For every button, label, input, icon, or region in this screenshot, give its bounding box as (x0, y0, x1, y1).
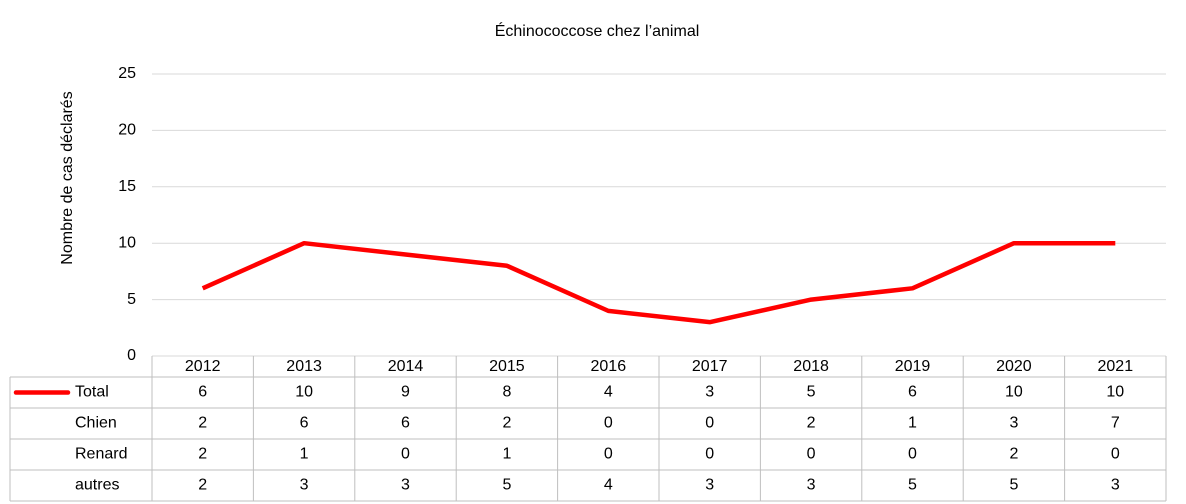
table-cell: 1 (908, 415, 917, 432)
table-cell: 2 (198, 415, 207, 432)
table-cell: 0 (705, 446, 714, 463)
table-cell: 6 (908, 384, 917, 401)
table-cell: 1 (502, 446, 511, 463)
table-cell: 3 (1111, 477, 1120, 494)
table-cell: 3 (807, 477, 816, 494)
table-cell: 6 (300, 415, 309, 432)
table-cell: 5 (502, 477, 511, 494)
x-tick-label: 2014 (388, 358, 424, 375)
y-axis-label: Nombre de cas déclarés (59, 91, 76, 264)
table-cell: 3 (1009, 415, 1018, 432)
table-cell: 4 (604, 477, 613, 494)
x-tick-label: 2019 (895, 358, 931, 375)
table-cell: 8 (502, 384, 511, 401)
table-cell: 3 (705, 384, 714, 401)
table-cell: 0 (604, 446, 613, 463)
x-tick-label: 2018 (793, 358, 829, 375)
x-tick-label: 2012 (185, 358, 221, 375)
table-cell: 1 (300, 446, 309, 463)
legend-label: Renard (75, 446, 127, 463)
y-tick-label: 0 (127, 347, 136, 364)
chart-title: Échinococcose chez l’animal (495, 21, 700, 40)
table-cell: 7 (1111, 415, 1120, 432)
table-cell: 3 (705, 477, 714, 494)
table-cell: 2 (198, 477, 207, 494)
table-cell: 6 (401, 415, 410, 432)
table-cell: 2 (807, 415, 816, 432)
table-cell: 3 (300, 477, 309, 494)
table-cell: 9 (401, 384, 410, 401)
table-cell: 0 (604, 415, 613, 432)
x-tick-label: 2021 (1098, 358, 1134, 375)
table-cell: 10 (1005, 384, 1023, 401)
y-tick-label: 15 (118, 178, 136, 195)
y-tick-label: 25 (118, 65, 136, 82)
table-cell: 10 (1106, 384, 1124, 401)
x-tick-label: 2015 (489, 358, 525, 375)
table-cell: 2 (198, 446, 207, 463)
legend-label: autres (75, 477, 119, 494)
table-cell: 6 (198, 384, 207, 401)
table-cell: 0 (908, 446, 917, 463)
y-tick-label: 20 (118, 122, 136, 139)
table-cell: 2 (1009, 446, 1018, 463)
table-cell: 0 (401, 446, 410, 463)
x-tick-label: 2013 (286, 358, 322, 375)
legend-label: Total (75, 384, 109, 401)
data-line (201, 240, 1116, 325)
legend-label: Chien (75, 415, 117, 432)
y-tick-label: 5 (127, 291, 136, 308)
table-cell: 5 (1009, 477, 1018, 494)
table-cell: 0 (1111, 446, 1120, 463)
table-cell: 3 (401, 477, 410, 494)
table-cell: 4 (604, 384, 613, 401)
x-tick-label: 2017 (692, 358, 728, 375)
table-cell: 0 (807, 446, 816, 463)
table-cell: 2 (502, 415, 511, 432)
table-cell: 0 (705, 415, 714, 432)
x-tick-label: 2020 (996, 358, 1032, 375)
table-cell: 10 (295, 384, 313, 401)
y-tick-label: 10 (118, 234, 136, 251)
x-tick-label: 2016 (591, 358, 627, 375)
table-cell: 5 (908, 477, 917, 494)
table-cell: 5 (807, 384, 816, 401)
